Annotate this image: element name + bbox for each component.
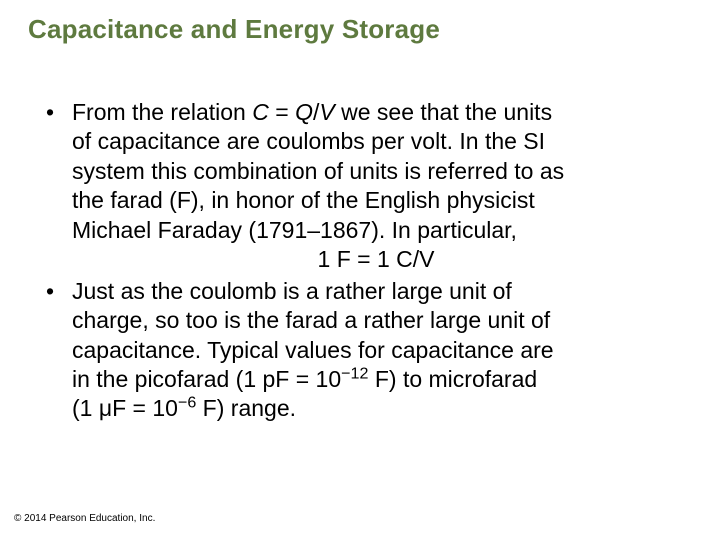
text-line: (1 μF = 10−6 F) range. — [72, 394, 680, 423]
text-line: Just as the coulomb is a rather large un… — [72, 277, 680, 306]
slide: Capacitance and Energy Storage From the … — [0, 0, 720, 540]
text-run: of capacitance are coulombs per volt. In… — [72, 128, 545, 154]
text-line: the farad (F), in honor of the English p… — [72, 186, 680, 215]
text-run: system this combination of units is refe… — [72, 158, 564, 184]
copyright-footer: © 2014 Pearson Education, Inc. — [14, 513, 155, 524]
text-line: charge, so too is the farad a rather lar… — [72, 306, 680, 335]
text-run: capacitance. Typical values for capacita… — [72, 337, 554, 363]
slide-title: Capacitance and Energy Storage — [28, 14, 440, 45]
text-run: Michael Faraday (1791–1867). In particul… — [72, 217, 517, 243]
text-run: we see that the units — [335, 99, 552, 125]
text-line: system this combination of units is refe… — [72, 157, 680, 186]
text-run: −6 — [178, 394, 196, 412]
text-line: in the picofarad (1 pF = 10−12 F) to mic… — [72, 365, 680, 394]
equation-line: 1 F = 1 C/V — [72, 245, 680, 274]
bullet-list: From the relation C = Q/V we see that th… — [40, 98, 680, 424]
text-run: Q — [295, 99, 313, 125]
text-run: Just as the coulomb is a rather large un… — [72, 278, 512, 304]
text-run: C — [252, 99, 269, 125]
text-run: F) to microfarad — [368, 366, 537, 392]
text-line: Michael Faraday (1791–1867). In particul… — [72, 216, 680, 245]
text-line: From the relation C = Q/V we see that th… — [72, 98, 680, 127]
text-run: −12 — [341, 364, 368, 382]
text-run: (1 μF = 10 — [72, 395, 178, 421]
text-run: V — [319, 99, 334, 125]
text-run: F) range. — [196, 395, 296, 421]
text-line: of capacitance are coulombs per volt. In… — [72, 127, 680, 156]
text-line: capacitance. Typical values for capacita… — [72, 336, 680, 365]
text-run: From the relation — [72, 99, 252, 125]
bullet-item: Just as the coulomb is a rather large un… — [40, 277, 680, 424]
text-run: the farad (F), in honor of the English p… — [72, 187, 535, 213]
text-run: in the picofarad (1 pF = 10 — [72, 366, 341, 392]
bullet-item: From the relation C = Q/V we see that th… — [40, 98, 680, 275]
text-run: charge, so too is the farad a rather lar… — [72, 307, 550, 333]
slide-body: From the relation C = Q/V we see that th… — [40, 98, 680, 426]
text-run: = — [269, 99, 295, 125]
